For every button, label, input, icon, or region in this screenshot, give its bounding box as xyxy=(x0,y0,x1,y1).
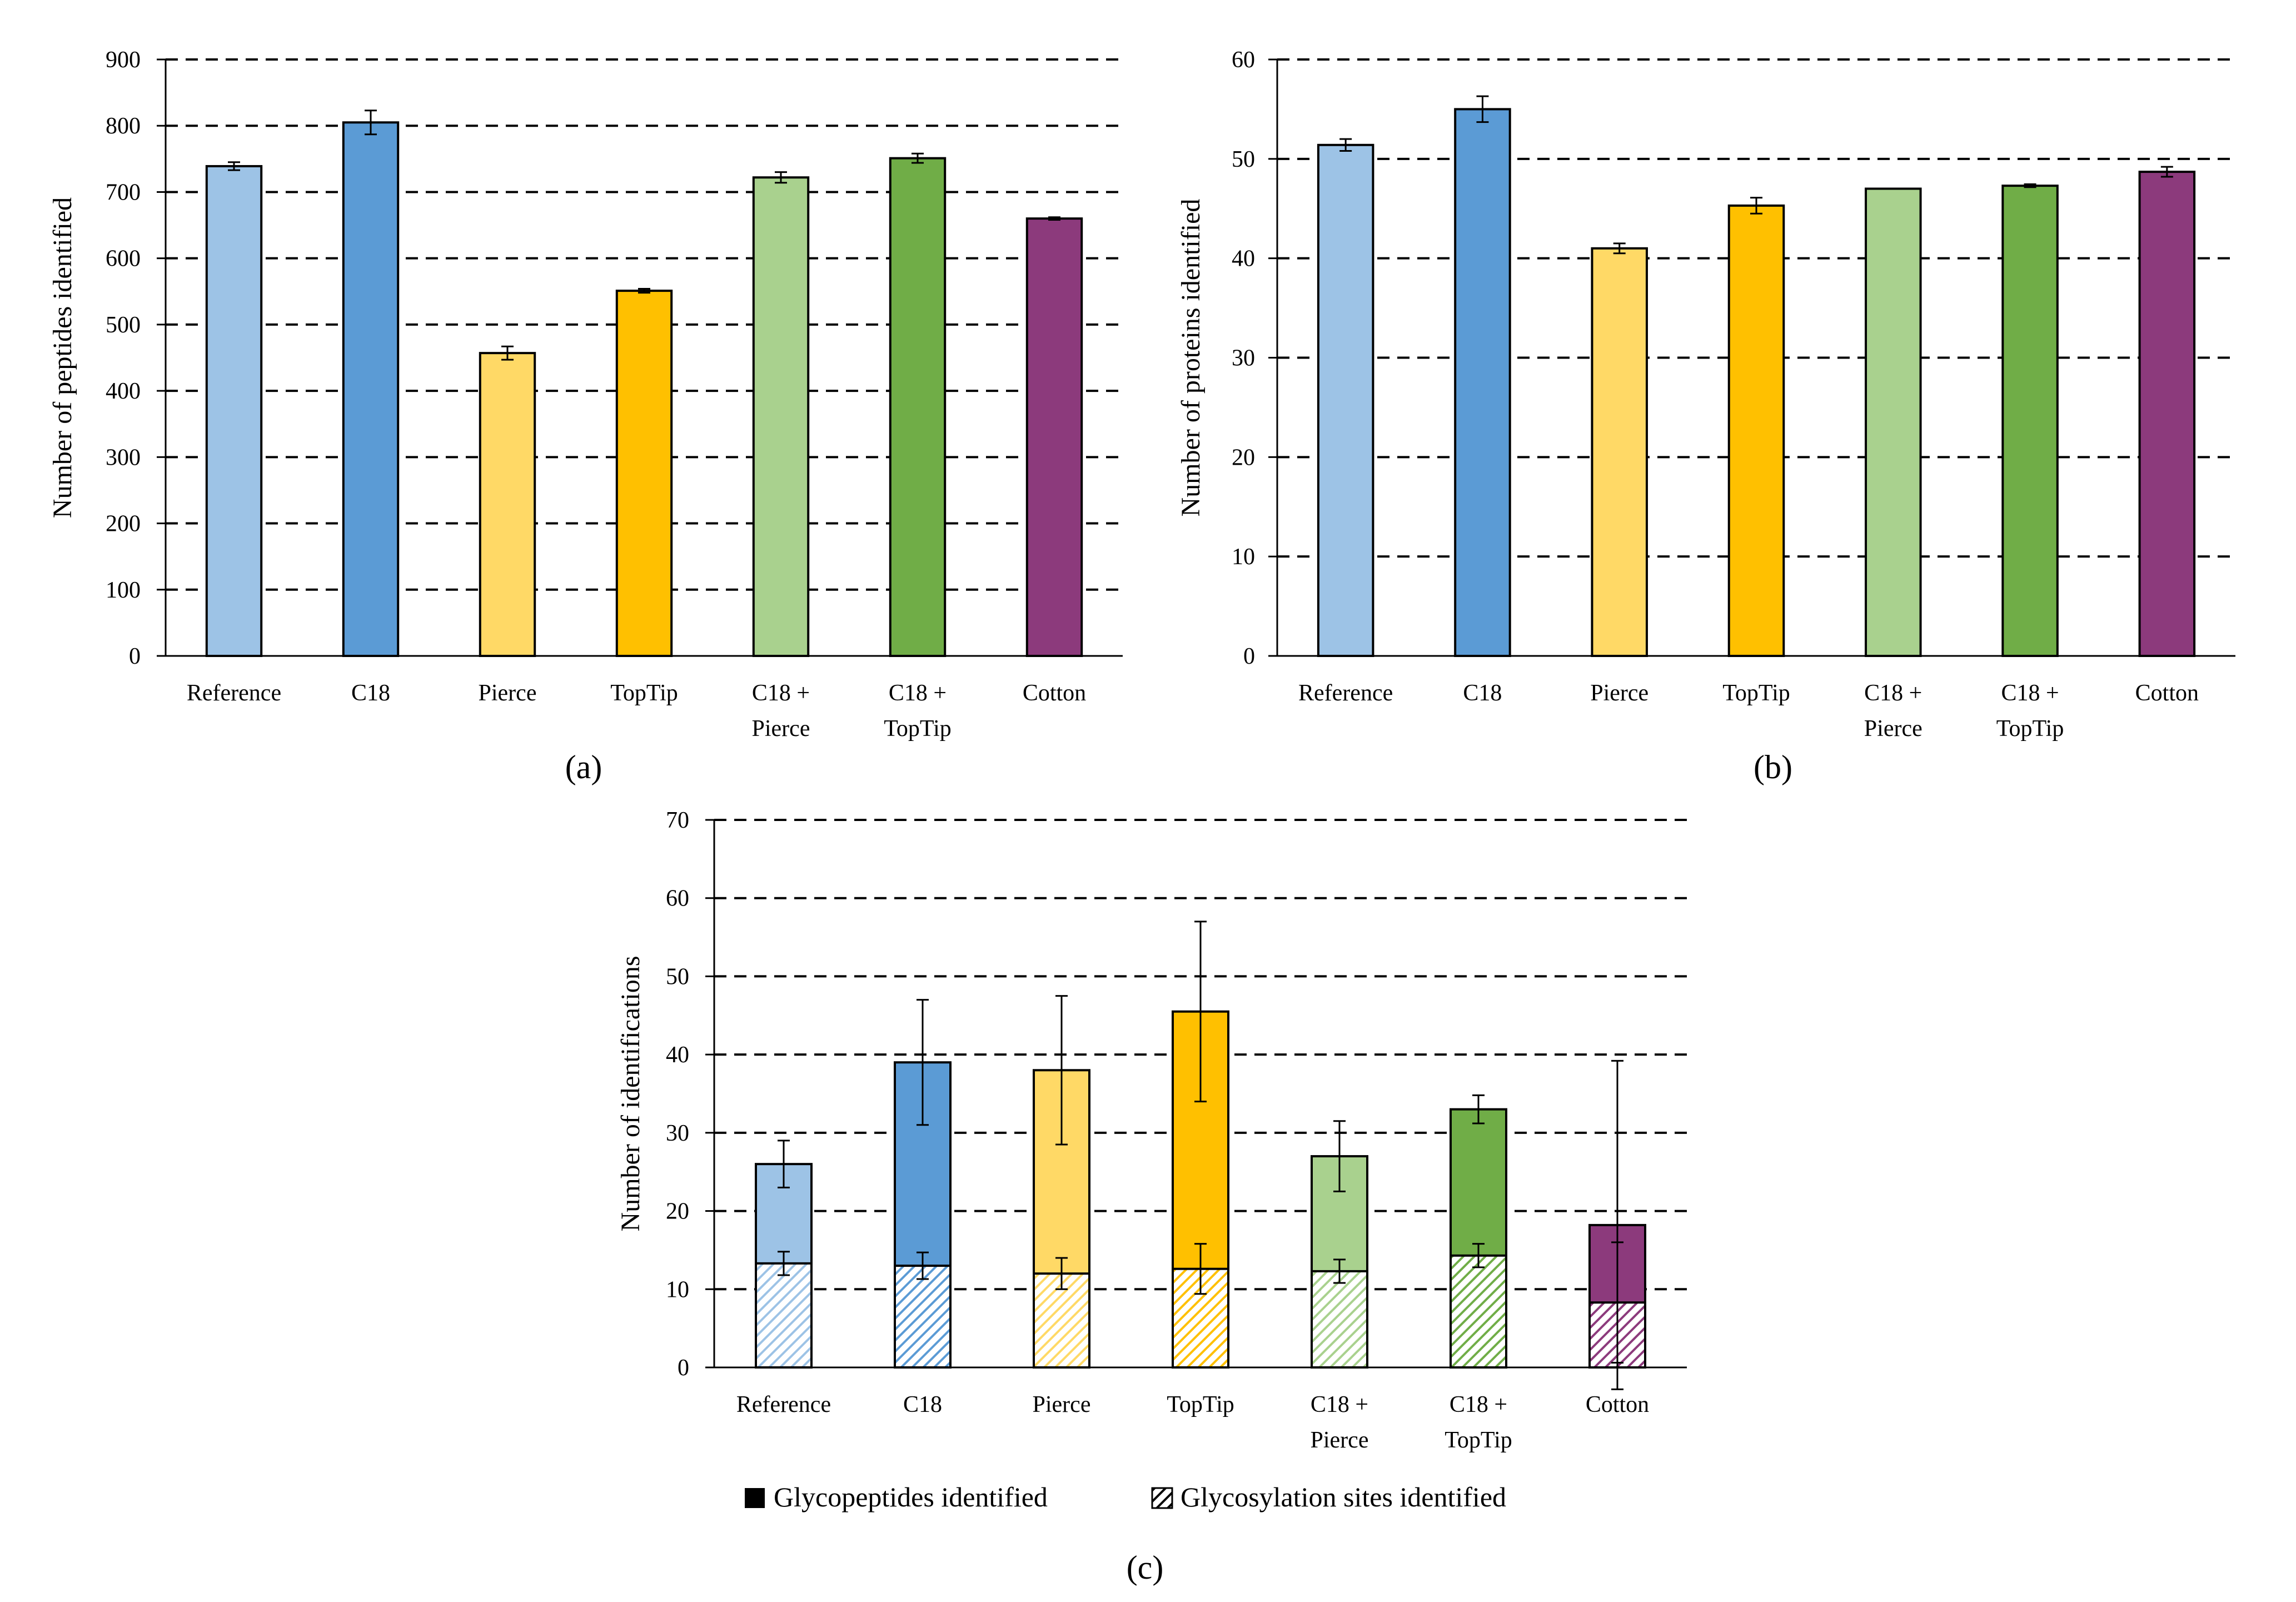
y-tick-label: 100 xyxy=(106,578,141,603)
x-category-label: C18 + xyxy=(2001,680,2059,706)
y-tick-label: 60 xyxy=(666,886,689,912)
y-tick-label: 50 xyxy=(1232,147,1255,172)
bar xyxy=(2138,171,2196,657)
y-tick-label: 0 xyxy=(1243,644,1255,669)
x-category-label: Pierce xyxy=(1033,1392,1091,1417)
y-tick-label: 40 xyxy=(1232,246,1255,272)
x-category-label: Pierce xyxy=(1311,1427,1369,1453)
x-category-label: C18 + xyxy=(1864,680,1922,706)
bar xyxy=(1454,108,1511,657)
panel-label: (b) xyxy=(1754,749,1792,785)
bar-glycosylation-sites xyxy=(1450,1254,1507,1369)
x-category-label: TopTip xyxy=(1167,1392,1234,1417)
bar xyxy=(1591,247,1648,657)
y-tick-label: 800 xyxy=(106,113,141,139)
x-category-label: Reference xyxy=(187,680,281,706)
y-tick-label: 400 xyxy=(106,379,141,404)
bar-glycosylation-sites xyxy=(755,1262,813,1369)
x-category-label: Pierce xyxy=(752,716,810,742)
x-category-label: Pierce xyxy=(479,680,537,706)
x-category-label: C18 + xyxy=(889,680,947,706)
x-category-label: TopTip xyxy=(1445,1427,1512,1453)
x-category-label: TopTip xyxy=(1722,680,1790,706)
x-category-label: C18 xyxy=(351,680,390,706)
legend-swatch-glycopeptides xyxy=(745,1488,765,1508)
x-category-label: C18 xyxy=(1463,680,1502,706)
panel-a: 0 100 200 300 400 500 600 700 800 900 Number of pe… xyxy=(48,47,1123,785)
bar xyxy=(615,290,673,657)
bar xyxy=(1865,187,1922,657)
x-category-label: TopTip xyxy=(1996,716,2064,742)
bar xyxy=(342,121,400,657)
bar xyxy=(1317,143,1374,657)
y-tick-label: 20 xyxy=(1232,445,1255,470)
x-category-label: C18 xyxy=(903,1392,942,1417)
y-tick-label: 20 xyxy=(666,1199,689,1225)
bar xyxy=(752,176,810,657)
x-category-label: C18 + xyxy=(1311,1392,1368,1417)
y-tick-label: 300 xyxy=(106,445,141,470)
x-category-label: TopTip xyxy=(610,680,678,706)
y-tick-label: 500 xyxy=(106,312,141,338)
x-category-label: TopTip xyxy=(884,716,952,742)
legend-label-glycosylation-sites: Glycosylation sites identified xyxy=(1181,1481,1506,1513)
y-tick-label: 40 xyxy=(666,1042,689,1068)
bar xyxy=(1727,204,1785,657)
x-category-label: Pierce xyxy=(1590,680,1648,706)
y-tick-label: 0 xyxy=(129,644,141,669)
y-tick-label: 700 xyxy=(106,180,141,205)
bar xyxy=(889,157,947,657)
y-axis-label: Number of proteins identified xyxy=(1176,199,1206,517)
y-tick-label: 0 xyxy=(678,1355,689,1381)
panel-b: 0 10 20 30 40 50 60 Number of proteins identifi… xyxy=(1176,47,2235,785)
bar xyxy=(2001,185,2059,657)
x-category-label: Reference xyxy=(736,1392,831,1417)
y-tick-label: 10 xyxy=(1232,544,1255,570)
panel-label: (c) xyxy=(1127,1549,1164,1586)
y-tick-label: 900 xyxy=(106,47,141,73)
x-category-label: C18 + xyxy=(752,680,810,706)
legend-swatch-glycosylation-sites xyxy=(1151,1487,1173,1509)
y-tick-label: 60 xyxy=(1232,47,1255,73)
y-tick-label: 50 xyxy=(666,964,689,989)
y-tick-label: 10 xyxy=(666,1277,689,1302)
bar-glycosylation-sites xyxy=(894,1265,952,1369)
y-tick-label: 30 xyxy=(666,1121,689,1146)
x-category-label: Cotton xyxy=(1586,1392,1649,1417)
x-category-label: C18 + xyxy=(1450,1392,1507,1417)
legend-label-glycopeptides: Glycopeptides identified xyxy=(774,1481,1048,1513)
panel-c: 0 10 20 30 40 50 60 70 Number of identifications… xyxy=(616,808,1687,1586)
y-axis-label: Number of identifications xyxy=(616,956,645,1232)
x-category-label: Reference xyxy=(1298,680,1393,706)
y-axis-label: Number of peptides identified xyxy=(48,197,77,518)
x-category-label: Cotton xyxy=(1023,680,1086,706)
bar-glycosylation-sites xyxy=(1311,1270,1368,1369)
legend: Glycopeptides identified Glycosylation s… xyxy=(745,1481,1506,1513)
y-tick-label: 30 xyxy=(1232,346,1255,371)
x-category-label: Cotton xyxy=(2135,680,2199,706)
y-tick-label: 200 xyxy=(106,511,141,537)
bar xyxy=(205,165,263,658)
x-category-label: Pierce xyxy=(1864,716,1923,742)
bar xyxy=(1025,217,1083,657)
y-tick-label: 70 xyxy=(666,808,689,833)
bar xyxy=(479,352,536,657)
y-tick-label: 600 xyxy=(106,246,141,272)
panel-label: (a) xyxy=(565,749,602,785)
